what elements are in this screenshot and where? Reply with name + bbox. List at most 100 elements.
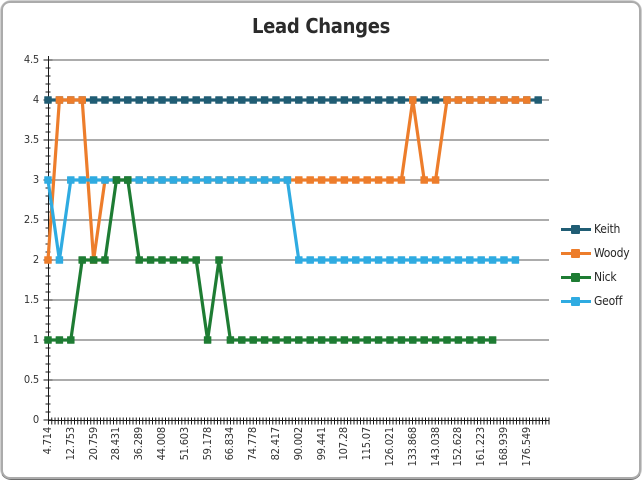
marker	[489, 336, 497, 344]
marker	[67, 176, 75, 184]
marker	[375, 336, 383, 344]
y-axis-label: 4	[5, 93, 39, 107]
marker	[135, 96, 143, 104]
marker	[477, 96, 485, 104]
marker	[341, 96, 349, 104]
marker	[341, 256, 349, 264]
x-axis-label: 28.431	[110, 427, 122, 460]
x-axis-label: 115.07	[361, 427, 373, 460]
marker	[329, 256, 337, 264]
legend: Keith Woody Nick Geoff	[561, 217, 641, 313]
marker	[227, 176, 235, 184]
marker	[215, 176, 223, 184]
marker	[352, 336, 360, 344]
legend-marker-geoff	[561, 296, 591, 306]
marker	[181, 256, 189, 264]
marker	[215, 256, 223, 264]
marker	[124, 176, 132, 184]
marker	[44, 336, 52, 344]
legend-label-keith: Keith	[594, 222, 620, 236]
marker	[90, 256, 98, 264]
marker	[295, 256, 303, 264]
marker	[56, 336, 64, 344]
marker	[455, 336, 463, 344]
x-axis-label: 152.628	[452, 427, 464, 467]
y-axis-label: 3	[5, 173, 39, 187]
x-axis-label: 12.753	[65, 427, 77, 460]
marker	[512, 256, 520, 264]
x-axis-label: 44.008	[156, 427, 168, 460]
marker	[249, 176, 257, 184]
marker	[306, 96, 314, 104]
marker	[101, 176, 109, 184]
marker	[466, 336, 474, 344]
marker	[363, 176, 371, 184]
x-axis-label: 74.778	[247, 427, 259, 460]
marker	[272, 336, 280, 344]
y-axis-label: 1	[5, 333, 39, 347]
marker	[78, 256, 86, 264]
marker	[318, 336, 326, 344]
marker	[363, 256, 371, 264]
x-axis-label: 20.759	[88, 427, 100, 460]
marker	[420, 176, 428, 184]
marker	[409, 96, 417, 104]
marker	[90, 96, 98, 104]
marker	[181, 176, 189, 184]
marker	[249, 96, 257, 104]
axes	[48, 56, 549, 421]
marker	[284, 176, 292, 184]
x-axis-label: 4.714	[42, 427, 54, 454]
x-axis-label: 90.002	[293, 427, 305, 460]
marker	[375, 96, 383, 104]
marker	[500, 256, 508, 264]
marker	[192, 96, 200, 104]
marker	[386, 336, 394, 344]
marker	[477, 336, 485, 344]
marker	[386, 96, 394, 104]
marker	[101, 96, 109, 104]
marker	[318, 256, 326, 264]
marker	[295, 96, 303, 104]
legend-marker-nick	[561, 272, 591, 282]
marker	[455, 256, 463, 264]
marker	[329, 176, 337, 184]
marker	[78, 96, 86, 104]
marker	[67, 96, 75, 104]
y-axis-label: 1.5	[5, 293, 39, 307]
marker	[363, 336, 371, 344]
marker	[363, 96, 371, 104]
legend-item-geoff: Geoff	[561, 289, 641, 313]
x-axis-label: 126.021	[384, 427, 396, 467]
marker	[284, 96, 292, 104]
marker	[306, 256, 314, 264]
marker	[56, 256, 64, 264]
legend-marker-woody	[561, 248, 591, 258]
marker	[227, 336, 235, 344]
marker	[67, 336, 75, 344]
marker	[466, 256, 474, 264]
marker	[432, 176, 440, 184]
plot-area	[3, 3, 642, 483]
marker	[192, 176, 200, 184]
marker	[170, 256, 178, 264]
marker	[272, 176, 280, 184]
x-axis-label: 99.441	[316, 427, 328, 460]
legend-label-woody: Woody	[594, 246, 629, 260]
marker	[455, 96, 463, 104]
marker	[204, 96, 212, 104]
marker	[398, 256, 406, 264]
marker	[261, 96, 269, 104]
marker	[432, 336, 440, 344]
marker	[295, 176, 303, 184]
marker	[147, 256, 155, 264]
legend-item-nick: Nick	[561, 265, 641, 289]
marker	[466, 96, 474, 104]
marker	[192, 256, 200, 264]
marker	[284, 336, 292, 344]
marker	[158, 96, 166, 104]
x-axis-label: 51.603	[179, 427, 191, 460]
marker	[318, 96, 326, 104]
x-axis-ticks	[49, 418, 550, 425]
